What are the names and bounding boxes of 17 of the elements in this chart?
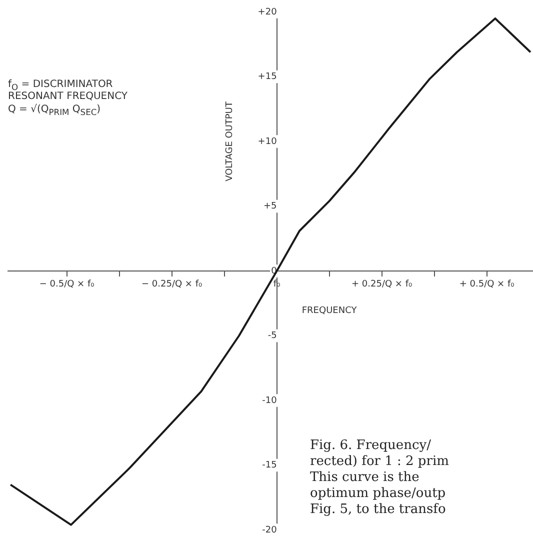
y-tick-label: -15 <box>262 460 277 471</box>
annotation: Q = √(Q$_{PRIM}$ Q$_{SEC}$) <box>8 104 101 118</box>
y-tick-label: +15 <box>258 72 277 82</box>
annotation: Fig. 6. Frequency/ rected) for 1 : 2 prim This curve is the optimum phase/outp Fig. 5, to the transfo <box>310 438 449 518</box>
x-tick-label: + 0.5/Q × f₀ <box>459 280 515 290</box>
y-tick-label: +5 <box>264 202 277 212</box>
y-tick-label: +10 <box>258 136 278 147</box>
y-axis-title: VOLTAGE OUTPUT <box>224 101 235 182</box>
x-axis-title: FREQUENCY <box>302 306 358 316</box>
x-tick-label: − 0.5/Q × f₀ <box>39 280 95 290</box>
y-tick-label: -20 <box>262 525 278 536</box>
y-tick-label: -5 <box>268 331 277 342</box>
x-tick-label: + 0.25/Q × f₀ <box>351 280 412 290</box>
annotation: f$_{O}$ = DISCRIMINATOR RESONANT FREQUENCY <box>8 79 128 102</box>
y-tick-label: +20 <box>258 7 278 18</box>
x-tick-label: − 0.25/Q × f₀ <box>141 280 202 290</box>
y-tick-label: -10 <box>262 396 278 406</box>
